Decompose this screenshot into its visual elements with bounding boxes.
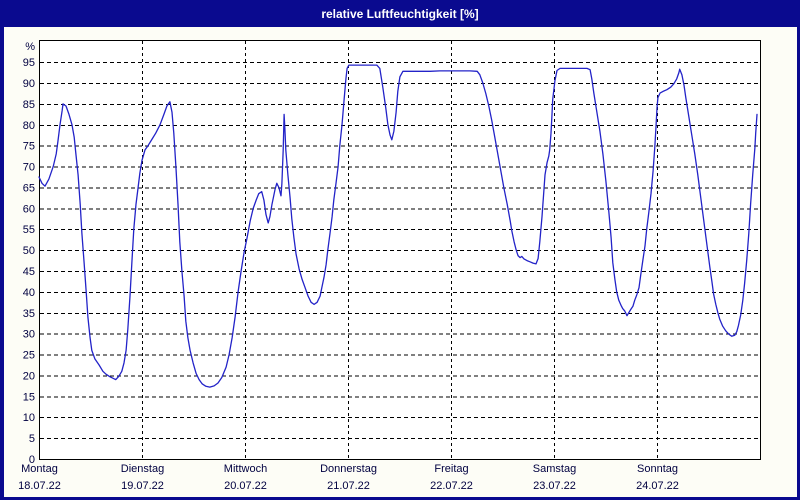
y-tick-label: 55 bbox=[23, 224, 35, 236]
day-name-label: Montag bbox=[21, 463, 58, 475]
y-axis-unit-label: % bbox=[25, 41, 35, 53]
y-tick-label: 50 bbox=[23, 245, 35, 257]
day-date-label: 22.07.22 bbox=[430, 480, 473, 492]
plot-frame bbox=[39, 40, 761, 460]
y-tick-label: 25 bbox=[23, 350, 35, 362]
y-tick-label: 35 bbox=[23, 308, 35, 320]
y-tick-label: 5 bbox=[29, 433, 35, 445]
y-tick-label: 0 bbox=[29, 454, 35, 466]
day-name-label: Samstag bbox=[533, 463, 576, 475]
chart-area: 0 5 10 15 20 25 30 35 40 45 50 55 60 65 70 75 80 85 90 95% M… bbox=[4, 27, 797, 497]
title-bar: relative Luftfeuchtigkeit [%] bbox=[0, 0, 800, 27]
day-name-label: Dienstag bbox=[121, 463, 164, 475]
day-name-label: Freitag bbox=[434, 463, 468, 475]
day-name-label: Donnerstag bbox=[320, 463, 377, 475]
y-tick-label: 65 bbox=[23, 182, 35, 194]
y-tick-label: 85 bbox=[23, 99, 35, 111]
y-tick-label: 70 bbox=[23, 162, 35, 174]
x-axis-labels: Montag 18.07.22 Dienstag 19.07.22 Mittwoch 20… bbox=[18, 463, 679, 492]
y-tick-label: 45 bbox=[23, 266, 35, 278]
y-tick-label: 20 bbox=[23, 370, 35, 382]
day-name-label: Mittwoch bbox=[224, 463, 267, 475]
day-date-label: 23.07.22 bbox=[533, 480, 576, 492]
horizontal-grid bbox=[40, 62, 759, 440]
day-date-label: 18.07.22 bbox=[18, 480, 61, 492]
day-date-label: 21.07.22 bbox=[327, 480, 370, 492]
y-tick-label: 75 bbox=[23, 141, 35, 153]
y-tick-label: 80 bbox=[23, 120, 35, 132]
window-title: relative Luftfeuchtigkeit [%] bbox=[321, 6, 479, 21]
y-tick-label: 15 bbox=[23, 391, 35, 403]
y-tick-label: 60 bbox=[23, 203, 35, 215]
y-tick-label: 90 bbox=[23, 78, 35, 90]
y-tick-label: 10 bbox=[23, 412, 35, 424]
y-tick-label: 40 bbox=[23, 287, 35, 299]
day-name-label: Sonntag bbox=[637, 463, 678, 475]
day-date-label: 19.07.22 bbox=[121, 480, 164, 492]
humidity-chart-canvas: 0 5 10 15 20 25 30 35 40 45 50 55 60 65 70 75 80 85 90 95% M… bbox=[18, 40, 761, 492]
humidity-line bbox=[38, 64, 758, 388]
y-tick-label: 95 bbox=[23, 57, 35, 69]
y-axis-labels: 0 5 10 15 20 25 30 35 40 45 50 55 60 65 70 75 80 85 90 95 bbox=[23, 57, 35, 466]
y-tick-label: 30 bbox=[23, 329, 35, 341]
day-date-label: 20.07.22 bbox=[224, 480, 267, 492]
day-date-label: 24.07.22 bbox=[636, 480, 679, 492]
